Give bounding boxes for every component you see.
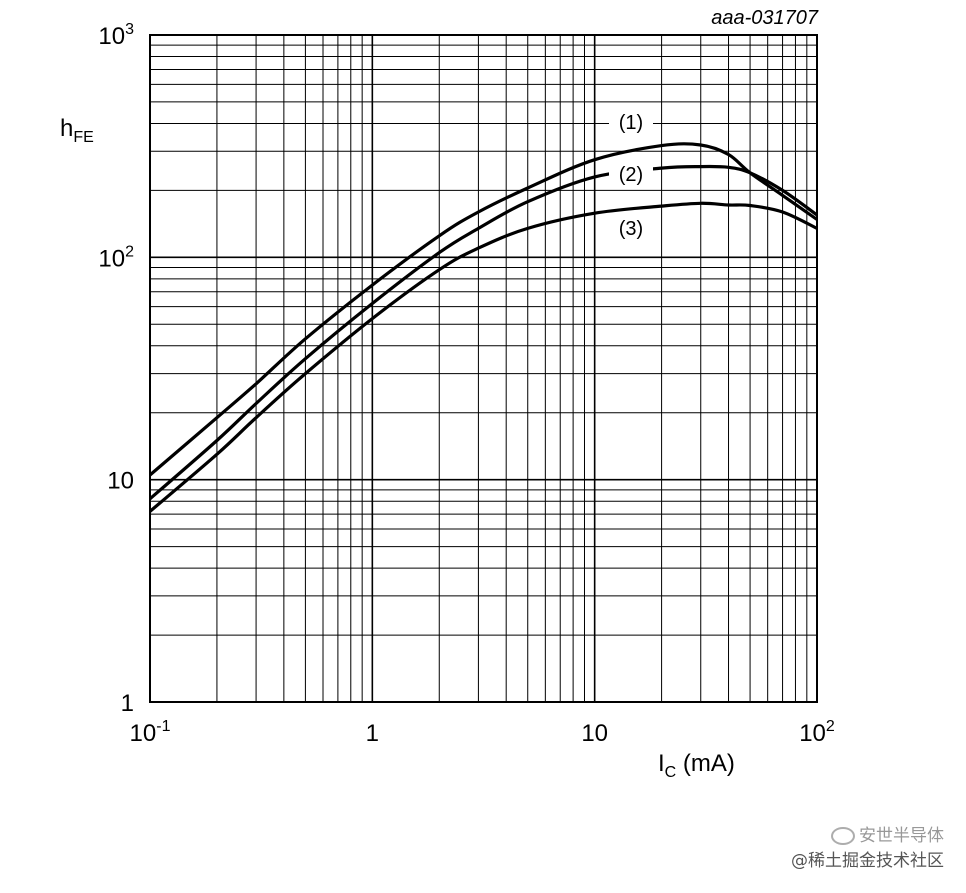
series-line-2 — [148, 164, 818, 501]
y-tick-label: 10 — [107, 468, 134, 495]
curve-label-bg-2 — [609, 163, 653, 187]
curve-label-bg-3 — [609, 217, 653, 241]
watermark: 安世半导体 @稀土掘金技术社区 — [791, 821, 944, 871]
series-line-3 — [148, 201, 818, 513]
x-tick-label: 102 — [799, 718, 835, 747]
y-axis-title-sub: FE — [73, 129, 93, 146]
x-tick-label: 1 — [366, 720, 379, 747]
curve-label-bg-1 — [609, 111, 653, 135]
curve-label-3: (3) — [619, 218, 643, 240]
curves — [148, 142, 818, 513]
series-line-1 — [148, 142, 818, 477]
chat-bubble-icon — [831, 827, 855, 845]
y-axis-title: hFE — [60, 115, 94, 146]
x-tick-label: 10-1 — [130, 718, 171, 747]
y-tick-labels: 1 10 102 103 — [98, 21, 134, 717]
watermark-line1: 安世半导体 — [791, 821, 944, 846]
y-axis-title-main: h — [60, 115, 73, 142]
grid — [149, 34, 818, 703]
x-axis-title-sub: C — [665, 764, 677, 781]
y-tick-label: 102 — [98, 243, 134, 272]
x-tick-label: 10 — [581, 720, 608, 747]
watermark-line2: @稀土掘金技术社区 — [791, 851, 944, 871]
curve-labels: (1) (2) (3) — [609, 111, 653, 241]
y-tick-label: 1 — [121, 690, 134, 717]
x-tick-labels: 10-1 1 10 102 — [130, 718, 835, 747]
x-axis-title-unit: (mA) — [676, 750, 735, 777]
x-axis-title-main: I — [658, 750, 665, 777]
curve-label-1: (1) — [619, 112, 643, 134]
curve-label-2: (2) — [619, 164, 643, 186]
reference-code: aaa-031707 — [711, 7, 819, 29]
plot-frame — [149, 34, 818, 703]
y-tick-label: 103 — [98, 21, 134, 50]
x-axis-title: IC (mA) — [658, 750, 735, 781]
